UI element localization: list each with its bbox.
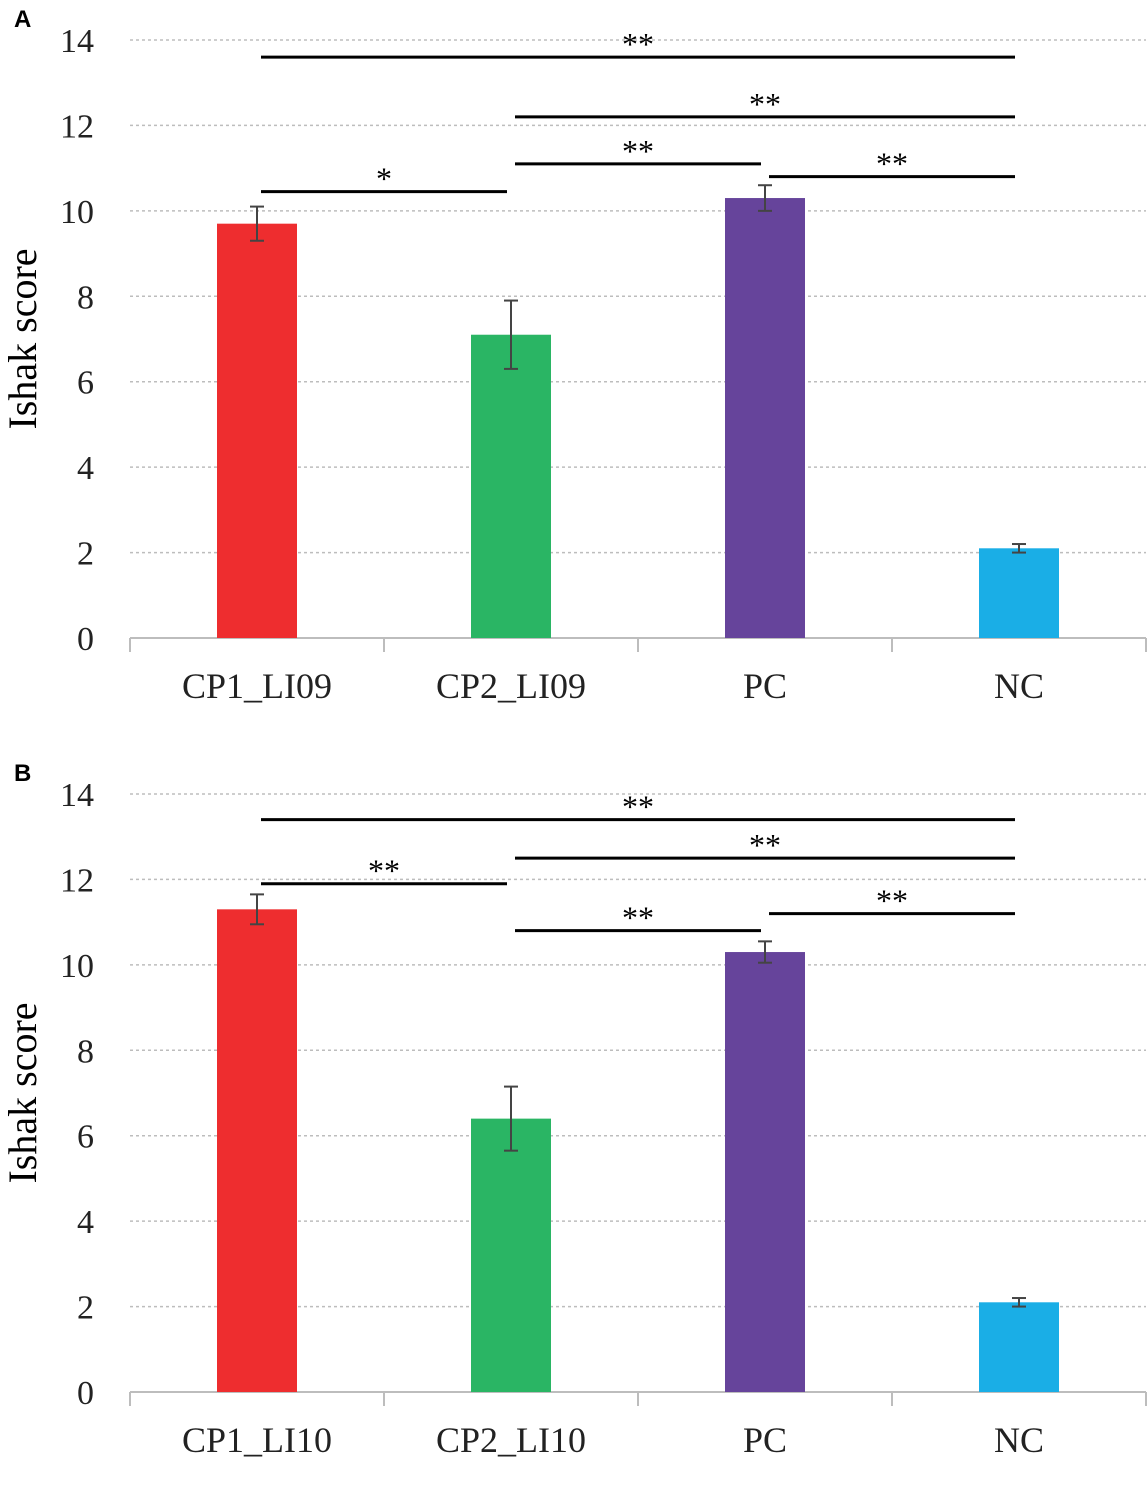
a-ytick-label: 6 xyxy=(77,365,94,402)
b-ytick-label: 8 xyxy=(77,1033,94,1070)
b-ytick-label: 14 xyxy=(60,777,94,814)
a-bar-pc xyxy=(725,198,805,639)
a-significance-label: ** xyxy=(876,146,908,182)
a-ytick-label: 4 xyxy=(77,450,94,487)
b-significance-label: ** xyxy=(622,789,654,825)
a-y-axis-label: Ishak score xyxy=(0,248,45,429)
b-ytick-label: 10 xyxy=(60,948,94,985)
a-category-label: CP1_LI09 xyxy=(182,666,332,706)
b-ytick-label: 4 xyxy=(77,1204,94,1241)
a-ytick-label: 8 xyxy=(77,279,94,316)
b-ytick-label: 2 xyxy=(77,1290,94,1327)
a-ytick-label: 2 xyxy=(77,536,94,573)
b-bar-pc xyxy=(725,952,805,1392)
b-bar-nc xyxy=(979,1302,1059,1392)
a-category-label: NC xyxy=(994,666,1044,706)
b-category-label: NC xyxy=(994,1420,1044,1460)
b-significance-label: ** xyxy=(749,827,781,863)
a-bar-cp2-li09 xyxy=(471,334,551,638)
b-significance-label: ** xyxy=(876,883,908,919)
a-significance-label: ** xyxy=(749,86,781,122)
b-category-label: CP1_LI10 xyxy=(182,1420,332,1460)
b-ytick-label: 6 xyxy=(77,1119,94,1156)
a-ytick-label: 14 xyxy=(60,23,94,60)
b-ytick-label: 0 xyxy=(77,1375,94,1412)
a-ytick-label: 10 xyxy=(60,194,94,231)
b-bar-cp2-li10 xyxy=(471,1118,551,1392)
a-category-label: PC xyxy=(743,666,787,706)
panel-label-b: B xyxy=(14,760,32,787)
a-significance-label: ** xyxy=(622,26,654,62)
b-category-label: CP2_LI10 xyxy=(436,1420,586,1460)
b-significance-label: ** xyxy=(622,900,654,936)
a-ytick-label: 0 xyxy=(77,621,94,658)
a-category-label: CP2_LI09 xyxy=(436,666,586,706)
a-ytick-label: 12 xyxy=(60,108,94,145)
b-y-axis-label: Ishak score xyxy=(0,1002,45,1183)
b-ytick-label: 12 xyxy=(60,862,94,899)
a-significance-label: ** xyxy=(622,133,654,169)
b-significance-label: ** xyxy=(368,853,400,889)
bar-chart-b: 0 2 4 6 8 10 12 14 CP1_LI10 CP2_LI10 PC NC Ishak sco… xyxy=(0,777,1147,1460)
b-category-label: PC xyxy=(743,1420,787,1460)
panel-label-a: A xyxy=(14,6,32,33)
chart-panel-a: A 0 2 4 6 8 10 12 14 CP1_LI09 CP2_LI09 PC NC Ishak s… xyxy=(0,6,1147,706)
a-significance-label: * xyxy=(376,161,392,197)
bar-chart-a: 0 2 4 6 8 10 12 14 CP1_LI09 CP2_LI09 PC NC Ishak sco… xyxy=(0,23,1147,706)
b-bar-cp1-li10 xyxy=(217,909,297,1392)
a-bar-nc xyxy=(979,548,1059,638)
a-bar-cp1-li09 xyxy=(217,223,297,638)
chart-panel-b: B 0 2 4 6 8 10 12 14 CP1_LI10 CP2_LI10 PC NC Ishak s… xyxy=(0,754,1148,1508)
